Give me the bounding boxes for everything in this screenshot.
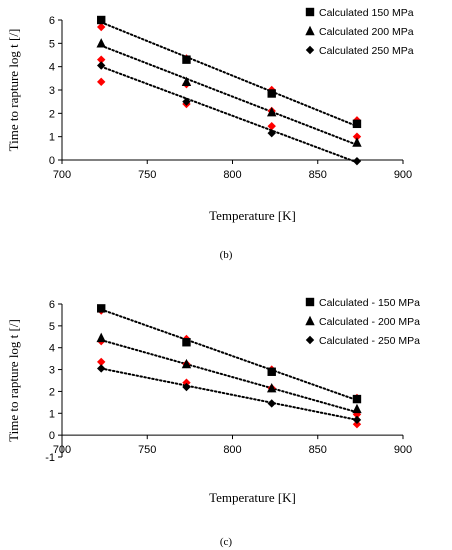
data-point-triangle: [267, 382, 277, 393]
red-data-point: [352, 420, 362, 429]
data-point-diamond: [97, 61, 106, 70]
chart-panel-c: -1 0 1 2 3 4 5 6 700 750 800 850 900 Temperature [K] T…: [6, 297, 420, 548]
trend-line: [100, 21, 358, 128]
y-tick-label: 4: [49, 343, 55, 355]
data-point-square: [267, 89, 276, 98]
y-tick-label: 6: [49, 15, 55, 27]
y-tick-label: 2: [49, 108, 55, 120]
legend-entry: Calculated 250 MPa: [319, 45, 414, 57]
red-data-point: [182, 378, 191, 387]
data-point-square: [182, 55, 191, 64]
data-point-diamond: [267, 128, 276, 138]
data-point-diamond: [352, 156, 362, 166]
y-tick-label: 3: [49, 365, 55, 377]
data-point-triangle: [267, 106, 277, 117]
y-tick-label: 3: [49, 85, 55, 97]
data-point-diamond: [352, 415, 362, 425]
y-axis-title: Time to rapture log t [/]: [6, 29, 21, 152]
data-point-square: [352, 394, 362, 404]
legend-marker: [305, 335, 315, 345]
data-point-diamond: [182, 97, 191, 106]
x-tick-label: 700: [53, 169, 71, 181]
legend-entry: Calculated - 150 MPa: [319, 297, 420, 309]
data-point-diamond: [97, 364, 106, 373]
trend-line: [100, 367, 358, 421]
data-point-square: [352, 119, 362, 129]
data-point-triangle: [352, 137, 362, 147]
x-tick-label: 900: [394, 169, 412, 181]
x-tick-label: 700: [53, 444, 71, 456]
red-data-point: [97, 55, 106, 64]
red-data-point: [97, 357, 106, 367]
data-point-diamond: [267, 399, 276, 408]
y-tick-label: 5: [49, 321, 55, 333]
data-point-square: [97, 15, 106, 25]
y-tick-label: 4: [49, 62, 55, 74]
y-axis-title: Time to rapture log t [/]: [6, 319, 21, 442]
data-point-triangle: [96, 332, 106, 343]
y-tick-label: 0: [49, 155, 55, 167]
x-tick-label: 850: [309, 169, 327, 181]
data-point-square: [267, 367, 276, 376]
legend-marker: [305, 25, 315, 36]
y-tick-label: 2: [49, 386, 55, 398]
red-data-point: [97, 22, 106, 32]
data-point-triangle: [181, 76, 192, 87]
data-point-square: [97, 304, 106, 313]
trend-line: [100, 339, 358, 414]
data-point-triangle: [181, 358, 192, 369]
data-point-triangle: [352, 403, 362, 414]
y-tick-label: 0: [49, 430, 55, 442]
y-tick-label: 1: [49, 132, 55, 144]
x-tick-label: 800: [223, 444, 241, 456]
panel-label: (b): [220, 249, 233, 261]
red-data-point: [97, 77, 106, 87]
y-tick-label: 5: [49, 38, 55, 50]
y-tick-label: 6: [49, 299, 55, 311]
data-point-square: [182, 338, 191, 347]
legend-entry: Calculated 200 MPa: [319, 26, 414, 38]
legend-marker: [305, 297, 315, 307]
trend-line: [100, 65, 358, 164]
data-point-diamond: [182, 382, 191, 392]
y-tick-label: 1: [49, 408, 55, 420]
red-data-point: [352, 132, 362, 141]
y-tick-label: -1: [45, 452, 55, 464]
legend-marker: [305, 315, 315, 326]
x-axis-title: Temperature [K]: [209, 208, 296, 223]
panel-label: (c): [220, 536, 233, 548]
x-tick-label: 750: [138, 169, 156, 181]
legend-marker: [305, 7, 315, 17]
red-data-point: [267, 121, 276, 131]
x-tick-label: 900: [394, 444, 412, 456]
data-point-triangle: [96, 38, 106, 48]
trend-line: [100, 44, 358, 146]
x-axis-title: Temperature [K]: [209, 490, 296, 505]
trend-line: [100, 308, 358, 402]
x-tick-label: 750: [138, 444, 156, 456]
legend-entry: Calculated - 200 MPa: [319, 316, 420, 328]
legend-entry: Calculated 150 MPa: [319, 7, 414, 19]
chart-panel-b: 0 1 2 3 4 5 6 700 750 800 850 900 Temperature [K] Tim…: [6, 7, 414, 261]
x-tick-label: 850: [309, 444, 327, 456]
legend-entry: Calculated - 250 MPa: [319, 335, 420, 347]
x-tick-label: 800: [223, 169, 241, 181]
legend-marker: [305, 45, 315, 55]
